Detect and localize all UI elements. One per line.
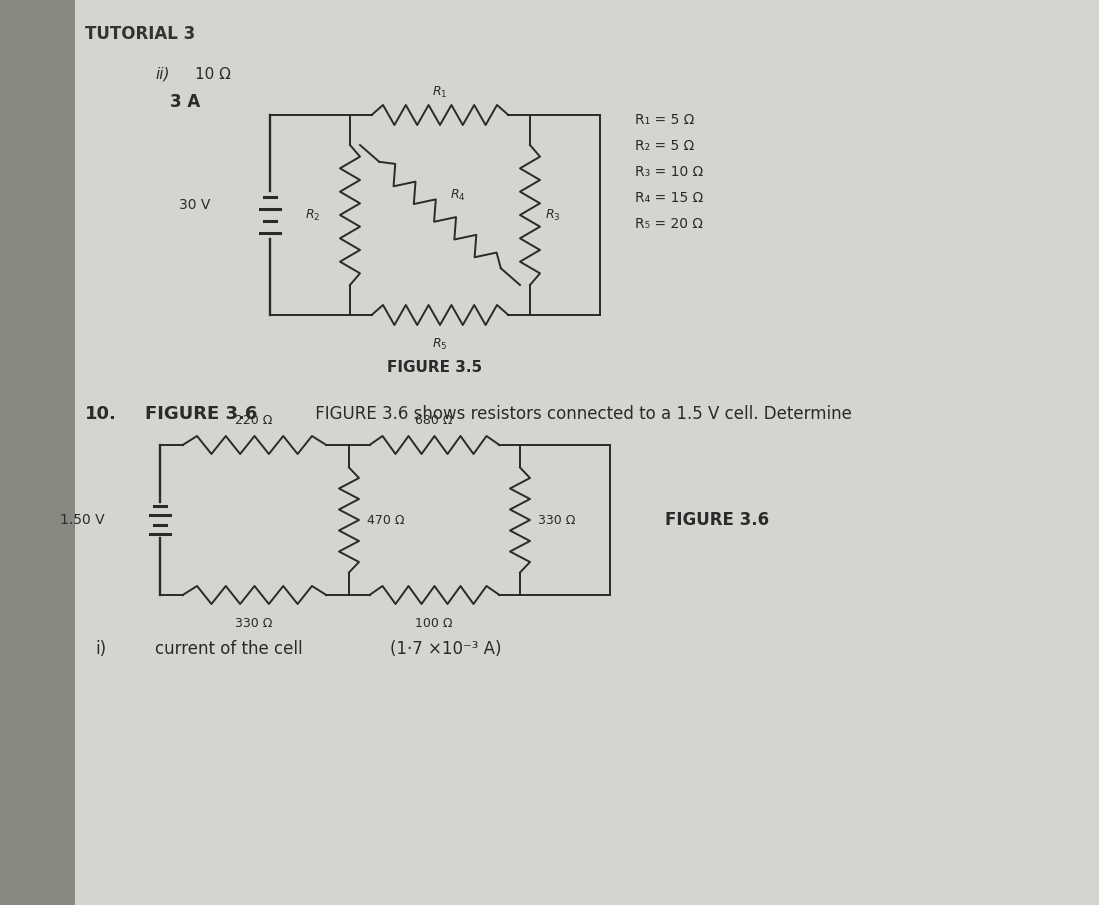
Text: R₄ = 15 Ω: R₄ = 15 Ω <box>635 191 703 205</box>
Text: $R_4$: $R_4$ <box>449 187 466 203</box>
Text: R₁ = 5 Ω: R₁ = 5 Ω <box>635 113 695 127</box>
Text: 3 A: 3 A <box>170 93 200 111</box>
Text: R₂ = 5 Ω: R₂ = 5 Ω <box>635 139 695 153</box>
Text: FIGURE 3.6: FIGURE 3.6 <box>145 405 257 423</box>
Text: $R_3$: $R_3$ <box>545 207 560 223</box>
Text: TUTORIAL 3: TUTORIAL 3 <box>85 25 196 43</box>
Text: ii): ii) <box>155 67 169 82</box>
Bar <box>0 0 75 905</box>
Text: 100 Ω: 100 Ω <box>415 617 453 630</box>
Text: FIGURE 3.6: FIGURE 3.6 <box>665 511 769 529</box>
Text: i): i) <box>95 640 107 658</box>
Text: 1.50 V: 1.50 V <box>60 513 106 527</box>
Text: $R_5$: $R_5$ <box>432 337 447 352</box>
Text: 330 Ω: 330 Ω <box>539 513 576 527</box>
Text: $R_1$: $R_1$ <box>432 85 447 100</box>
Text: 330 Ω: 330 Ω <box>235 617 273 630</box>
Text: 470 Ω: 470 Ω <box>367 513 404 527</box>
Text: R₅ = 20 Ω: R₅ = 20 Ω <box>635 217 703 231</box>
Text: 10 Ω: 10 Ω <box>195 67 231 82</box>
Text: R₃ = 10 Ω: R₃ = 10 Ω <box>635 165 703 179</box>
Text: 30 V: 30 V <box>179 198 210 212</box>
Text: FIGURE 3.5: FIGURE 3.5 <box>388 360 482 375</box>
Text: 10.: 10. <box>85 405 116 423</box>
Text: FIGURE 3.6 shows resistors connected to a 1.5 V cell. Determine: FIGURE 3.6 shows resistors connected to … <box>310 405 852 423</box>
Text: current of the cell: current of the cell <box>155 640 302 658</box>
Text: 680 Ω: 680 Ω <box>415 414 453 427</box>
Text: $R_2$: $R_2$ <box>304 207 320 223</box>
Text: 220 Ω: 220 Ω <box>235 414 273 427</box>
Text: (1·7 ×10⁻³ A): (1·7 ×10⁻³ A) <box>390 640 501 658</box>
